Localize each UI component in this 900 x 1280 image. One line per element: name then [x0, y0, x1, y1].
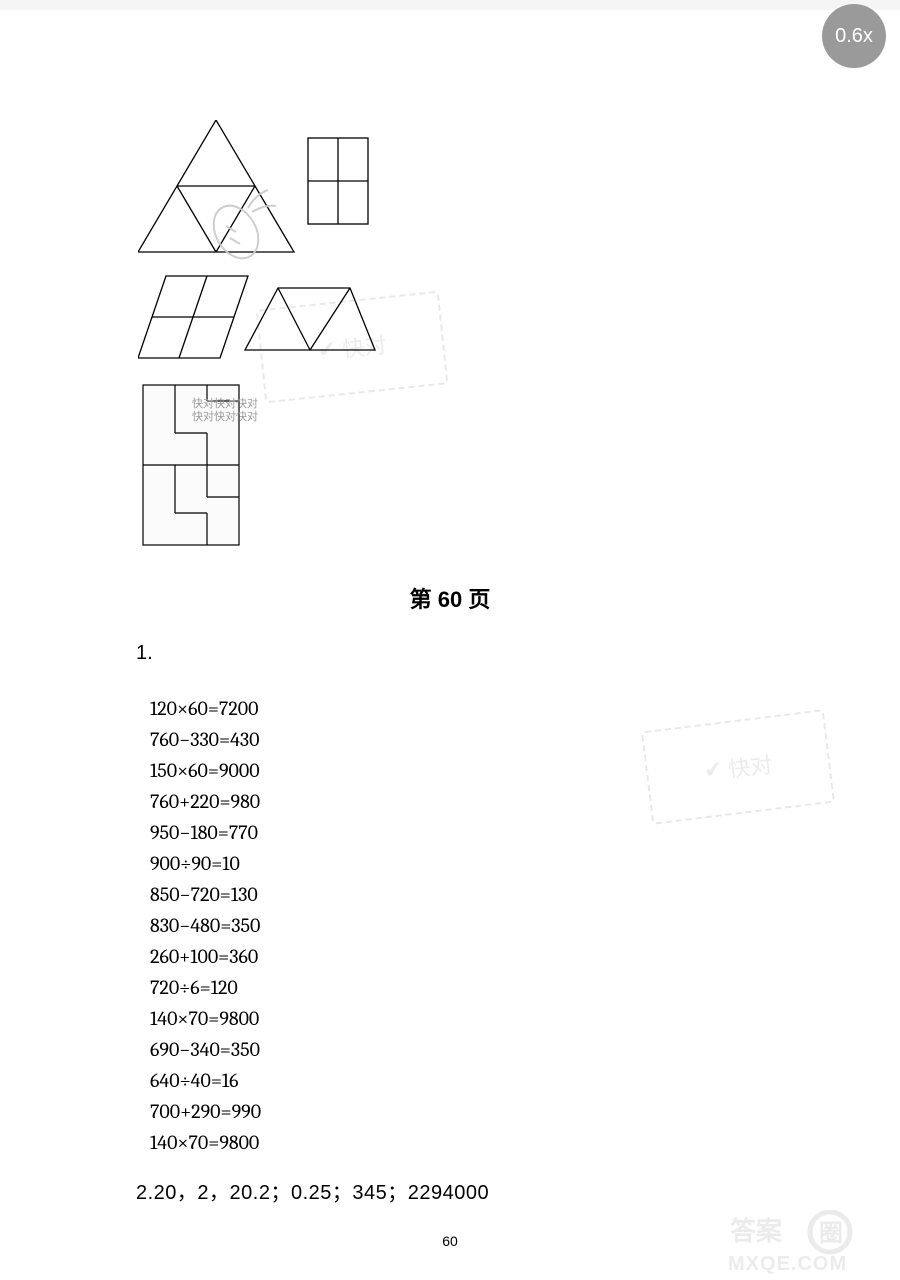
- equation-row: 830−480=350: [150, 910, 900, 941]
- equation-row: 260+100=360: [150, 941, 900, 972]
- svg-text:圈: 圈: [819, 1220, 843, 1247]
- question-1-label: 1.: [136, 642, 900, 665]
- topbar: [0, 0, 900, 10]
- equation-row: 720÷6=120: [150, 972, 900, 1003]
- equation-row: 140×70=9800: [150, 1003, 900, 1034]
- equation-row: 140×70=9800: [150, 1127, 900, 1158]
- equation-row: 700+290=990: [150, 1096, 900, 1127]
- section-heading: 第 60 页: [0, 582, 900, 614]
- equation-row: 640÷40=16: [150, 1065, 900, 1096]
- question-2-text: 2.20，2，20.2；0.25；345；2294000: [136, 1176, 900, 1205]
- equation-row: 850−720=130: [150, 879, 900, 910]
- equation-row: 900÷90=10: [150, 848, 900, 879]
- watermark-text-small: 快对快对快对 快对快对快对: [192, 398, 258, 424]
- svg-text:MXQE.COM: MXQE.COM: [728, 1253, 847, 1275]
- shapes-figure: [138, 120, 438, 560]
- equation-row: 950−180=770: [150, 817, 900, 848]
- zoom-badge[interactable]: 0.6x: [822, 4, 886, 68]
- svg-text:答案: 答案: [730, 1216, 783, 1246]
- site-watermark-icon: 答案 圈 MXQE.COM: [720, 1210, 890, 1280]
- page-content: ✔快对: [0, 120, 900, 1249]
- equation-row: 690−340=350: [150, 1034, 900, 1065]
- zoom-label: 0.6x: [835, 25, 873, 48]
